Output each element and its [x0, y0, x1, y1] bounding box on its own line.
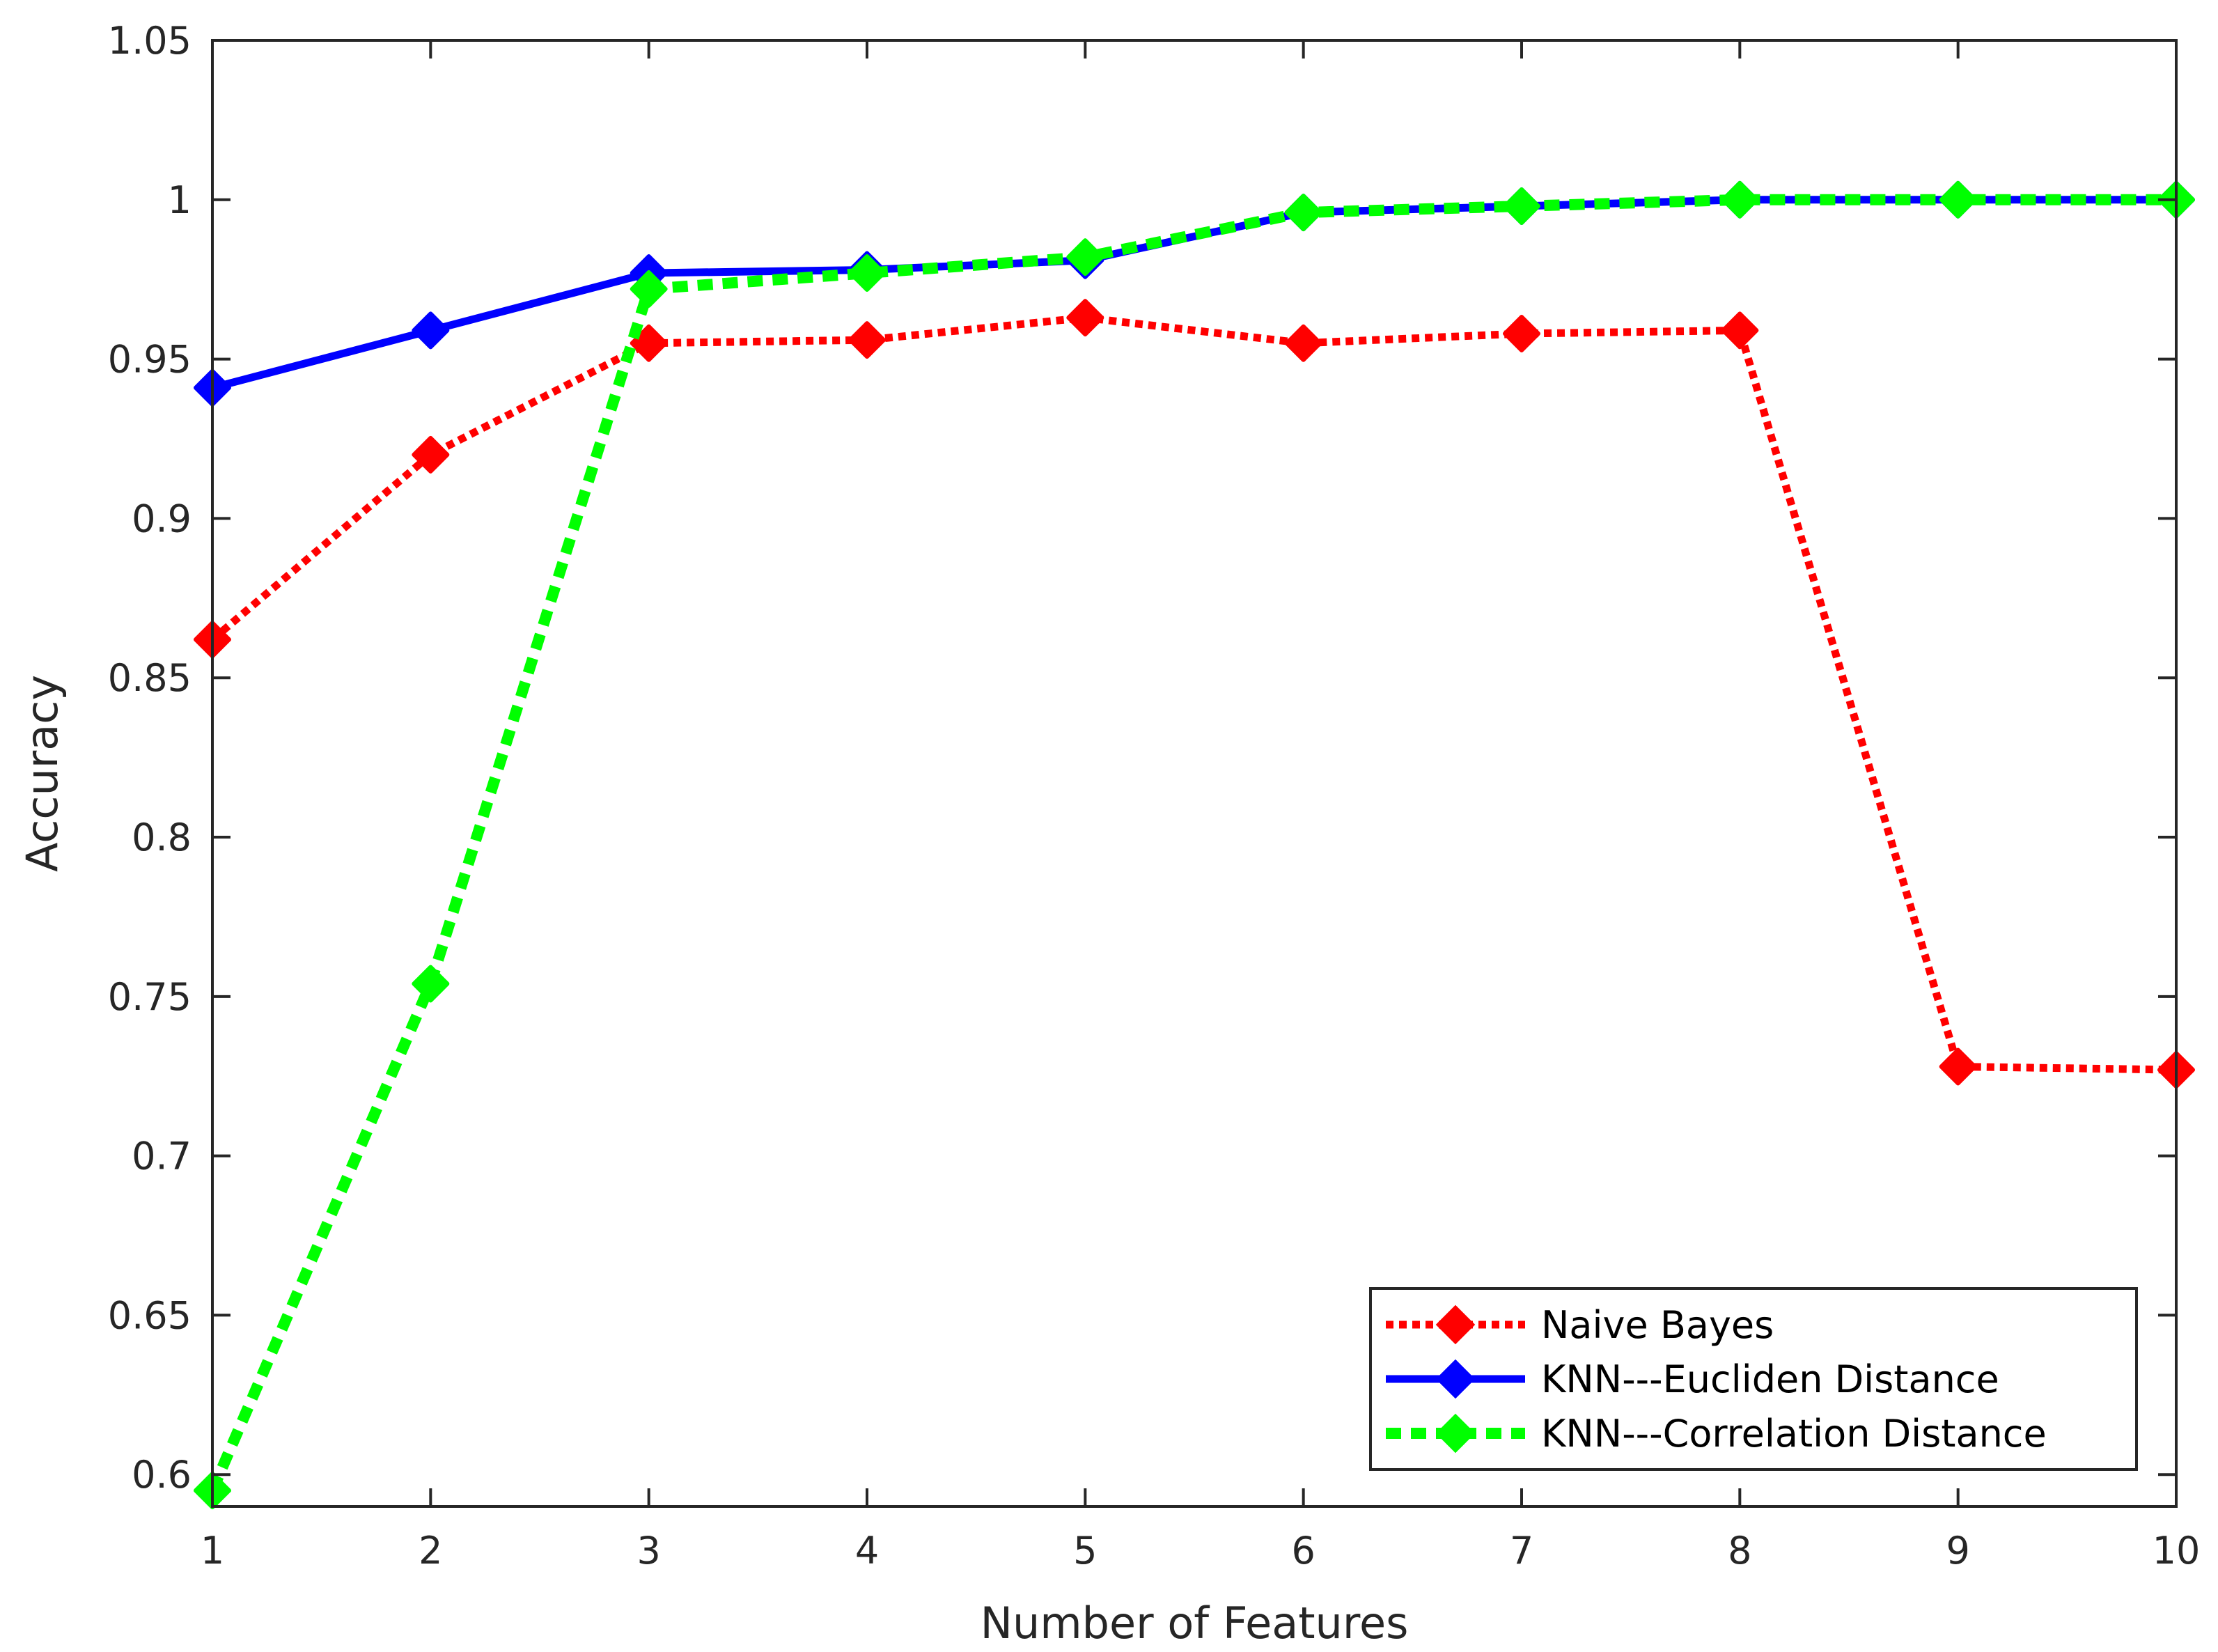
- data-point: [412, 435, 450, 474]
- x-tick-label: 3: [636, 1529, 660, 1573]
- x-tick-label: 10: [2153, 1529, 2201, 1573]
- x-tick-label: 7: [1510, 1529, 1533, 1573]
- y-tick-label: 0.95: [108, 338, 192, 382]
- y-tick-label: 0.6: [132, 1453, 192, 1497]
- data-point: [1939, 1047, 1977, 1086]
- data-point: [1284, 324, 1322, 362]
- y-tick-label: 0.75: [108, 975, 192, 1019]
- legend-swatch-marker: [1435, 1413, 1476, 1454]
- legend-label: KNN---Correlation Distance: [1541, 1412, 2047, 1456]
- plot-frame: [211, 39, 2178, 1508]
- y-tick-label: 0.7: [132, 1135, 192, 1178]
- data-point: [848, 321, 886, 359]
- x-tick-label: 5: [1073, 1529, 1097, 1573]
- data-point: [412, 311, 450, 350]
- y-tick-label: 0.85: [108, 656, 192, 700]
- data-point: [1066, 238, 1104, 276]
- x-axis-title: Number of Features: [981, 1598, 1409, 1649]
- y-tick-label: 1: [168, 178, 192, 222]
- legend-label: KNN---Eucliden Distance: [1541, 1357, 1999, 1401]
- legend-swatch-marker: [1435, 1304, 1476, 1345]
- data-point: [1066, 299, 1104, 337]
- data-point: [1939, 180, 1977, 219]
- x-tick-label: 1: [201, 1529, 224, 1573]
- legend-label: Naive Bayes: [1541, 1303, 1774, 1347]
- y-tick-label: 1.05: [108, 19, 192, 63]
- plot-layer: [194, 180, 2195, 1510]
- legend: Naive Bayes KNN---Eucliden Distance KNN---…: [1369, 1287, 2138, 1471]
- data-point: [1284, 194, 1322, 232]
- x-tick-label: 8: [1728, 1529, 1751, 1573]
- data-point: [412, 965, 450, 1003]
- data-point: [630, 270, 668, 308]
- y-tick-label: 0.65: [108, 1293, 192, 1337]
- x-tick-label: 9: [1946, 1529, 1969, 1573]
- series-line: [210, 313, 2177, 1074]
- data-point: [848, 254, 886, 293]
- data-point: [1721, 311, 1759, 350]
- series-line: [207, 194, 2176, 1493]
- data-point: [1503, 315, 1540, 352]
- data-point: [1503, 187, 1540, 225]
- ticks-layer: 1 2 3 4 5 6 7 8 9 10 0.6 0.65 0.7 0.75 0.8 0.85 0.9 0.95 1…: [108, 19, 2201, 1573]
- x-tick-label: 6: [1291, 1529, 1315, 1573]
- y-axis-title: Accuracy: [17, 675, 68, 872]
- y-tick-label: 0.9: [132, 497, 192, 540]
- x-tick-label: 2: [419, 1529, 442, 1573]
- legend-swatch-marker: [1435, 1359, 1476, 1399]
- y-tick-label: 0.8: [132, 816, 192, 859]
- data-point: [1721, 180, 1759, 219]
- x-tick-label: 4: [855, 1529, 879, 1573]
